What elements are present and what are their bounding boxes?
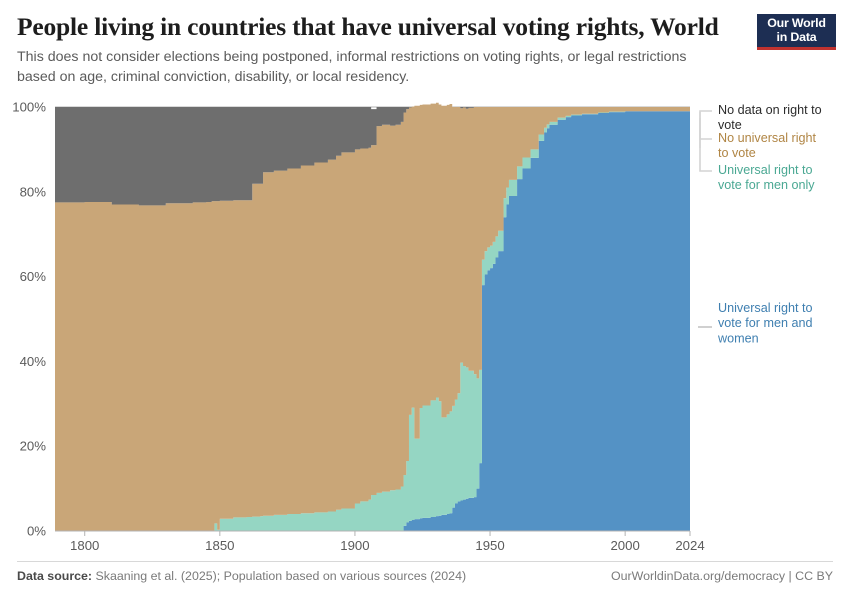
area-no_universal[interactable] [55,102,690,531]
page-subtitle: This does not consider elections being p… [17,49,687,85]
legend-label-men_only[interactable]: Universal right to vote for men only [718,163,815,192]
x-tick-label: 1800 [70,538,99,553]
x-tick-label: 1900 [340,538,369,553]
area-no_data[interactable] [55,102,690,206]
legend-line: Universal right to [718,301,813,315]
legend-label-no_data[interactable]: No data on right to vote [718,103,822,132]
y-tick-label: 0% [27,524,46,539]
legend-line: women [717,331,759,345]
logo-line-1: Our World [767,16,826,31]
legend-bracket-no-data [699,110,712,148]
data-source: Data source: Skaaning et al. (2025); Pop… [17,569,466,583]
logo-line-2: in Data [776,29,817,44]
legend-line: to vote [718,146,756,160]
page-title: People living in countries that have uni… [17,12,719,41]
data-source-text: Skaaning et al. (2025); Population based… [95,569,467,583]
y-tick-label: 80% [20,184,47,199]
legend-bracket-men-only [699,118,712,172]
owid-logo[interactable]: Our World in Data [757,14,836,50]
y-tick-label: 20% [20,439,47,454]
x-tick-label: 1850 [205,538,234,553]
legend-bracket-no-universal [699,112,712,140]
data-source-label: Data source: [17,569,93,583]
x-tick-label: 1950 [475,538,504,553]
legend-line: No data on right to [718,103,822,117]
area-series-group [55,102,690,532]
attribution-link[interactable]: OurWorldinData.org/democracy | CC BY [611,569,833,583]
legend-label-men_women[interactable]: Universal right to vote for men and women [717,301,813,345]
legend-line: vote [718,118,742,132]
x-tick-label: 2000 [610,538,639,553]
y-tick-label: 40% [20,354,47,369]
legend-line: Universal right to [718,163,813,177]
axes: 1800 1850 1900 1950 2000 2024 [55,530,705,553]
legend-line: No universal right [718,131,816,145]
y-tick-label: 100% [12,100,46,115]
area-men_women[interactable] [55,111,690,532]
x-tick-label: 2024 [675,538,704,553]
legend-line: vote for men only [718,178,815,192]
chart-header: People living in countries that have uni… [17,12,747,88]
footer-divider [17,561,833,562]
legend-line: vote for men and [718,316,813,330]
legend-label-no_universal[interactable]: No universal right to vote [718,131,816,160]
y-tick-label: 60% [20,269,47,284]
